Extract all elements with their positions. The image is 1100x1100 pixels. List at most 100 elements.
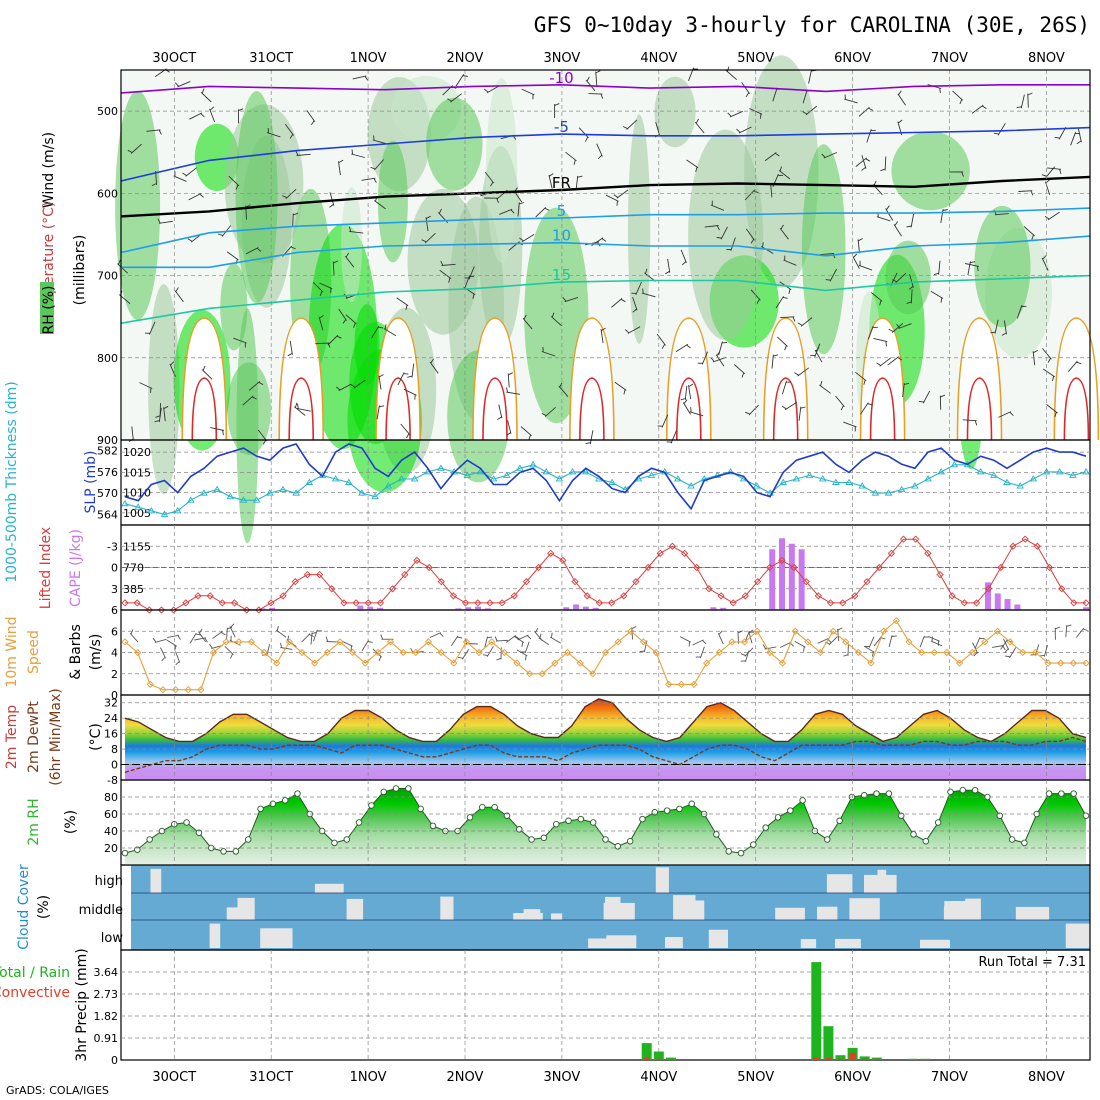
slp-tick-label: 1020 [123, 446, 151, 459]
thickness-marker [489, 475, 498, 482]
wind-barb-feather [1004, 648, 1009, 653]
rh-contour-fill [654, 76, 696, 148]
thickness-marker [542, 468, 551, 475]
thickness-marker [516, 464, 524, 471]
wind-barb-feather [1039, 654, 1045, 657]
wind-barb [353, 379, 366, 389]
wind-speed-marker [488, 638, 496, 646]
rh-area [125, 788, 1086, 865]
wind-barb-feather [990, 331, 996, 334]
wind-barb-feather [897, 119, 903, 124]
wind-barb [820, 252, 835, 256]
temp-tick-label: 24 [104, 712, 118, 725]
wind-barb [605, 194, 619, 202]
wind-barb [895, 272, 907, 284]
wind-barb-feather [182, 172, 187, 176]
wind-speed-marker [740, 638, 749, 646]
wind-barb-feather [295, 150, 299, 156]
wind-barb-feather [297, 403, 299, 409]
wind-barb [306, 110, 316, 123]
wind-speed-marker [993, 627, 1002, 635]
wind-barb-feather [973, 651, 978, 657]
wind-barb-feather [716, 237, 722, 239]
lifted-index-marker [972, 599, 981, 607]
wind-speed-marker [121, 638, 129, 646]
wind-barb-feather [425, 215, 431, 219]
wind-barb-feather [981, 105, 987, 109]
day-label-top: 4NOV [640, 51, 677, 66]
wind-barb-feather [620, 298, 626, 303]
wind-barb [310, 632, 313, 645]
surface-hot-contour [772, 377, 799, 441]
wind-barb [699, 646, 705, 659]
wind-barb [686, 159, 699, 169]
precip-tick-label: 2.73 [94, 988, 119, 1001]
lifted-index-marker [656, 549, 664, 557]
precip-conv-bar [667, 1059, 674, 1060]
wind-speed-marker [247, 638, 256, 646]
lifted-index-marker [936, 570, 944, 579]
wind-barb-feather [325, 636, 329, 642]
wind-barb [887, 356, 899, 366]
wind-barb [992, 645, 1004, 648]
wind-speed-marker [854, 648, 863, 657]
wind-barb-feather [1001, 332, 1007, 336]
wind-barb-feather [158, 129, 162, 135]
wind-speed-marker [703, 659, 711, 667]
lifted-index-marker [437, 578, 445, 586]
cloud-layer-box [817, 906, 838, 920]
day-label-top: 7NOV [931, 51, 968, 66]
wind-barb [745, 228, 755, 241]
wind-barb-feather [287, 635, 290, 641]
wind-barb [396, 297, 409, 307]
wind-barb [748, 404, 759, 416]
wind-barb [884, 156, 887, 171]
rh-axis-label: RH (%) [41, 286, 57, 335]
wind-speed-marker [930, 648, 938, 657]
wind-barb-feather [523, 314, 527, 320]
wind-barb-feather [230, 623, 235, 628]
wind-barb [266, 132, 281, 138]
wind-speed-marker [766, 648, 774, 657]
isotherm-line [120, 175, 1091, 218]
wind-barb [424, 232, 436, 244]
thickness-marker [371, 492, 379, 500]
rh-marker [688, 800, 695, 808]
wind-barb-feather [784, 345, 787, 351]
wind-barb-feather [327, 342, 331, 348]
wind-tick-label: 6 [111, 625, 118, 638]
day-label-bottom: 1NOV [350, 1070, 387, 1085]
wind-barb-feather [645, 268, 648, 274]
wind-speed-marker [842, 638, 850, 646]
rh-contour-fill [974, 205, 1031, 328]
lifted-index-marker [498, 599, 506, 607]
rh-marker [873, 790, 880, 797]
rh-marker [750, 841, 757, 848]
wind-barb-feather [519, 237, 524, 242]
wind-axis-label-1: 10m Wind [4, 616, 20, 687]
wind-barb [893, 224, 902, 237]
wind-barb [783, 259, 797, 266]
wind-barb [588, 93, 603, 95]
wind-barb [188, 193, 202, 201]
wind-speed-marker [601, 648, 610, 657]
wind-speed-marker [1006, 638, 1014, 646]
wind-barb [1000, 639, 1008, 650]
rh-marker [602, 836, 609, 843]
wind-barb [1047, 211, 1060, 221]
wind-barb [643, 640, 648, 653]
wind-barb [558, 385, 569, 397]
wind-barb-feather [906, 301, 912, 304]
wind-speed-marker [412, 648, 420, 657]
thickness-marker [976, 468, 985, 475]
wind-barb-feather [632, 308, 637, 313]
thickness-marker [1069, 471, 1077, 478]
wind-barb [131, 426, 134, 441]
wind-barb-feather [1082, 628, 1088, 631]
wind-speed-marker [235, 638, 243, 646]
lifted-index-marker [741, 592, 750, 600]
cloud-layer-box [665, 937, 683, 948]
wind-barb [829, 268, 837, 282]
wind-barb [701, 351, 709, 365]
thickness-tick-label: 576 [97, 466, 118, 479]
